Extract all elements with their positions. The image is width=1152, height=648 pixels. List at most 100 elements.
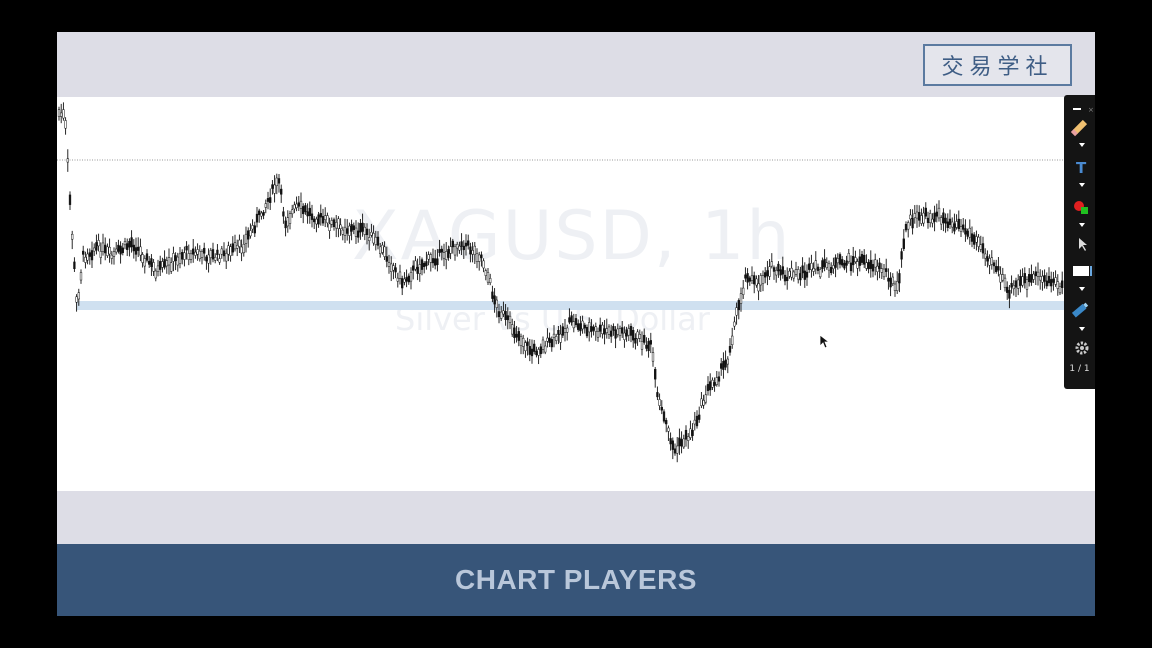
gear-icon[interactable] bbox=[1064, 339, 1095, 361]
candle-body bbox=[207, 254, 210, 264]
candle-body bbox=[869, 259, 872, 269]
svg-text:T: T bbox=[1076, 159, 1087, 177]
candle-body bbox=[979, 244, 982, 250]
candle-body bbox=[282, 211, 285, 217]
candle-body bbox=[673, 448, 677, 454]
candle-body bbox=[200, 251, 204, 258]
candle-body bbox=[623, 332, 626, 340]
candle-body bbox=[493, 295, 496, 305]
candle-body bbox=[933, 212, 936, 222]
candle-body bbox=[893, 283, 897, 291]
pencil-dropdown-icon[interactable] bbox=[1079, 143, 1085, 147]
candle-body bbox=[216, 249, 219, 256]
candle-body bbox=[964, 228, 967, 235]
candle-body bbox=[607, 326, 611, 335]
candle-body bbox=[825, 262, 828, 268]
candle-body bbox=[583, 324, 586, 329]
candle-body bbox=[420, 259, 424, 270]
candle-body bbox=[951, 221, 954, 228]
candle-body bbox=[724, 359, 727, 368]
candle-body bbox=[920, 215, 923, 224]
candle-body bbox=[693, 419, 696, 425]
candle-body bbox=[317, 214, 320, 225]
candle-body bbox=[332, 219, 336, 228]
candle-body bbox=[590, 326, 593, 332]
candle-body bbox=[412, 265, 415, 271]
candle-body bbox=[526, 341, 529, 346]
minimize-icon[interactable]: × bbox=[1064, 99, 1095, 118]
highlighter-icon[interactable] bbox=[1064, 300, 1095, 324]
candle-body bbox=[161, 261, 164, 268]
candle-body bbox=[159, 261, 162, 270]
candle-body bbox=[986, 256, 989, 262]
candle-body bbox=[363, 226, 366, 235]
candle-body bbox=[889, 277, 892, 288]
candle-body bbox=[269, 197, 272, 203]
candle-body bbox=[737, 300, 740, 311]
candle-body bbox=[456, 244, 459, 249]
candle-body bbox=[321, 216, 325, 224]
candle-body bbox=[896, 281, 899, 291]
candle-body bbox=[339, 224, 342, 229]
candle-body bbox=[680, 439, 683, 447]
candle-body bbox=[255, 213, 259, 223]
candle-body bbox=[326, 215, 329, 224]
candle-body bbox=[90, 250, 94, 261]
candle-body bbox=[414, 260, 417, 270]
candle-body bbox=[959, 226, 963, 232]
candle-body bbox=[489, 278, 492, 283]
candle-body bbox=[374, 236, 377, 245]
candle-body bbox=[759, 275, 762, 286]
candle-body bbox=[671, 440, 674, 450]
candle-body bbox=[372, 233, 375, 244]
color-dropdown-icon[interactable] bbox=[1079, 223, 1085, 227]
text-tool-icon[interactable]: T bbox=[1064, 157, 1095, 181]
candle-body bbox=[266, 198, 270, 202]
text-dropdown-icon[interactable] bbox=[1079, 183, 1085, 187]
candle-body bbox=[214, 256, 217, 261]
candle-body bbox=[222, 250, 226, 257]
candle-body bbox=[101, 242, 105, 252]
candle-body bbox=[874, 259, 877, 268]
candle-body bbox=[746, 273, 749, 283]
color-icon[interactable] bbox=[1064, 197, 1095, 221]
candle-body bbox=[913, 213, 916, 218]
candle-body bbox=[236, 245, 239, 249]
candle-body bbox=[152, 262, 155, 272]
candle-body bbox=[238, 239, 241, 247]
highlighter-dropdown-icon[interactable] bbox=[1079, 327, 1085, 331]
candle-body bbox=[555, 336, 558, 341]
candle-body bbox=[592, 326, 595, 331]
candle-body bbox=[436, 258, 439, 265]
candle-body bbox=[137, 246, 140, 251]
candle-body bbox=[396, 277, 399, 282]
candle-body bbox=[319, 213, 322, 218]
candle-body bbox=[605, 328, 608, 333]
candle-body bbox=[572, 321, 575, 329]
rectangle-icon[interactable] bbox=[1064, 261, 1095, 285]
candle-body bbox=[286, 217, 289, 227]
candle-body bbox=[678, 437, 681, 447]
candle-body bbox=[473, 245, 476, 255]
candle-body bbox=[1006, 286, 1009, 293]
candle-body bbox=[1023, 273, 1026, 284]
pointer-icon[interactable] bbox=[1064, 235, 1095, 257]
brand-logo: 交易学社 bbox=[923, 44, 1072, 86]
candle-body bbox=[544, 345, 547, 353]
candle-body bbox=[691, 430, 694, 436]
candle-body bbox=[852, 256, 855, 266]
candle-body bbox=[548, 337, 551, 343]
pencil-icon[interactable] bbox=[1064, 117, 1095, 141]
candle-body bbox=[845, 260, 848, 266]
candle-body bbox=[1041, 275, 1044, 283]
candle-body bbox=[530, 348, 534, 357]
candle-body bbox=[60, 112, 63, 117]
candle-body bbox=[757, 283, 760, 292]
rectangle-dropdown-icon[interactable] bbox=[1079, 287, 1085, 291]
candle-body bbox=[977, 236, 980, 247]
candle-body bbox=[440, 248, 443, 253]
chart-symbol-watermark: XAGUSD, 1h bbox=[352, 197, 792, 276]
candle-body bbox=[632, 330, 635, 341]
price-chart[interactable]: XAGUSD, 1h Silver vs U.S. Dollar bbox=[57, 97, 1095, 491]
candle-body bbox=[134, 247, 138, 255]
